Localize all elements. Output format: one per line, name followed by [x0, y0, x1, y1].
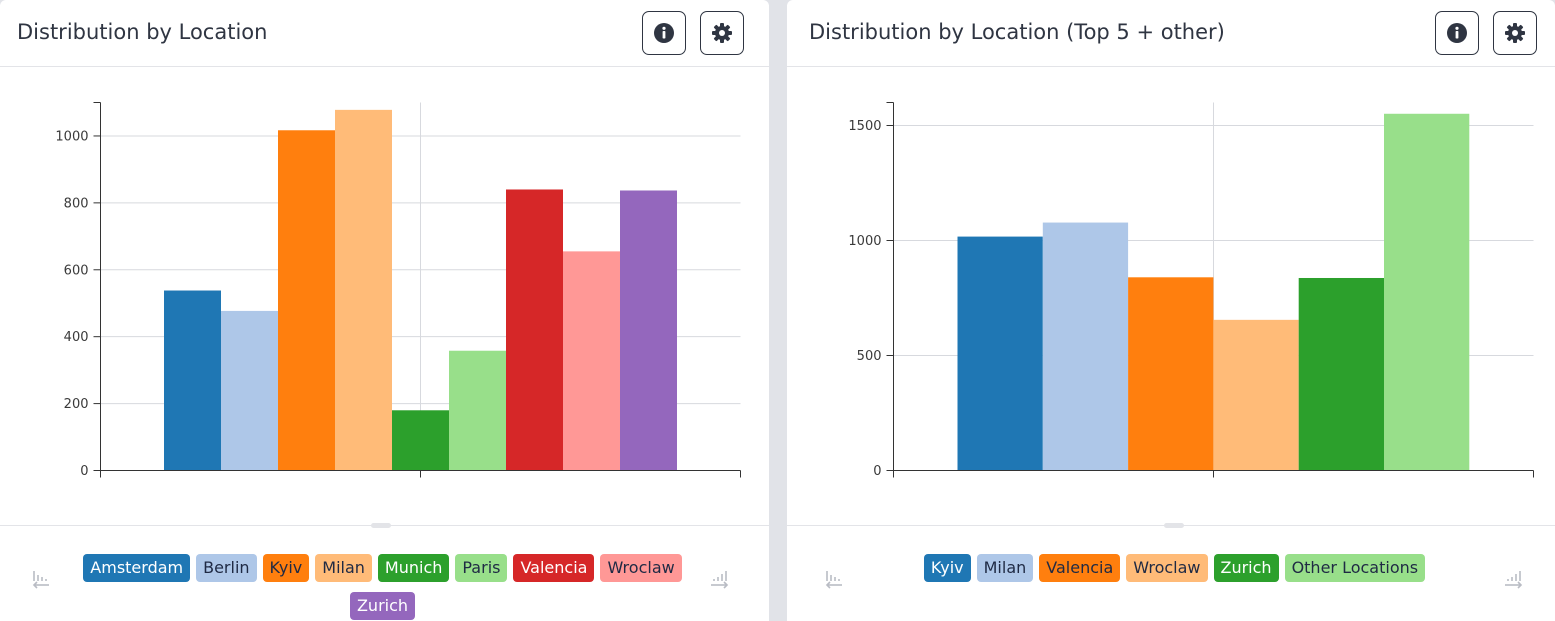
legend-item[interactable]: Zurich	[349, 592, 416, 620]
bar[interactable]	[1042, 222, 1129, 471]
resize-handle[interactable]	[1164, 523, 1184, 528]
chart-card-distribution-by-location: Distribution by Location	[0, 0, 769, 621]
legend-item[interactable]: Valencia	[1039, 554, 1121, 582]
chart-title: Distribution by Location (Top 5 + other)	[809, 20, 1225, 44]
legend-item[interactable]: Wroclaw	[600, 554, 682, 582]
y-tick-label: 800	[64, 196, 89, 211]
y-tick-label: 1500	[848, 119, 881, 134]
legend-item[interactable]: Amsterdam	[83, 554, 191, 582]
bar[interactable]	[506, 189, 563, 471]
chart-card-top5-distribution: Distribution by Location (Top 5 + other)	[787, 0, 1555, 621]
legend-scroll-left-button[interactable]	[824, 566, 846, 590]
bar[interactable]	[392, 410, 449, 471]
y-tick-label: 1000	[848, 234, 881, 249]
legend-scroll-left-icon	[825, 571, 842, 589]
bar[interactable]	[1213, 319, 1299, 471]
legend-area: Kyiv Milan Valencia Wroclaw Zurich Other Loca…	[787, 523, 1555, 621]
info-button[interactable]	[642, 11, 686, 55]
resize-handle[interactable]	[371, 523, 391, 528]
legend-item[interactable]: Paris	[455, 554, 508, 582]
info-button[interactable]	[1435, 11, 1479, 55]
legend-item[interactable]: Other Locations	[1284, 554, 1426, 582]
bar[interactable]	[1298, 277, 1384, 471]
card-header: Distribution by Location	[0, 0, 769, 67]
legend-item[interactable]: Milan	[976, 554, 1034, 582]
bar[interactable]	[164, 290, 221, 471]
y-tick-label: 1000	[55, 129, 88, 144]
bar[interactable]	[221, 310, 278, 471]
bar[interactable]	[1128, 277, 1214, 471]
legend-scroll-right-icon	[711, 571, 729, 589]
legend-area: Amsterdam Berlin Kyiv Milan Munich Paris Valen…	[0, 523, 769, 621]
bar[interactable]	[957, 236, 1043, 471]
settings-button[interactable]	[700, 11, 744, 55]
legend-item[interactable]: Milan	[315, 554, 372, 582]
legend-item[interactable]: Kyiv	[923, 554, 971, 582]
legend-scroll-left-button[interactable]	[31, 566, 53, 590]
y-tick-label: 0	[873, 464, 881, 479]
y-tick-label: 600	[64, 263, 89, 278]
bar[interactable]	[278, 130, 335, 471]
bar[interactable]	[335, 109, 392, 471]
legend-item[interactable]: Zurich	[1213, 554, 1279, 582]
bar[interactable]	[449, 350, 506, 471]
y-tick-label: 500	[857, 349, 882, 364]
chart-title: Distribution by Location	[17, 20, 268, 44]
settings-button[interactable]	[1493, 11, 1537, 55]
bar[interactable]	[620, 190, 677, 471]
legend-scroll-left-icon	[32, 571, 49, 589]
info-icon	[1447, 23, 1467, 43]
y-tick-label: 0	[80, 464, 88, 479]
gear-icon	[712, 23, 732, 43]
gear-icon	[1505, 23, 1525, 43]
legend-scroll-right-icon	[1505, 571, 1523, 589]
y-tick-label: 200	[64, 397, 89, 412]
legend-item[interactable]: Berlin	[196, 554, 257, 582]
legend-scroll-right-button[interactable]	[709, 566, 731, 590]
card-header: Distribution by Location (Top 5 + other)	[787, 0, 1555, 67]
bar-chart-plot: 0 200 400 600 800 1000	[55, 102, 741, 479]
y-tick-label: 400	[64, 330, 89, 345]
legend-item[interactable]: Munich	[377, 554, 450, 582]
bar-chart-plot: 0 500 1000 1500	[848, 102, 1534, 479]
bar[interactable]	[1384, 113, 1470, 471]
legend-item[interactable]: Kyiv	[262, 554, 310, 582]
bar[interactable]	[563, 251, 620, 471]
info-icon	[654, 23, 674, 43]
legend-item[interactable]: Valencia	[513, 554, 595, 582]
legend: Kyiv Milan Valencia Wroclaw Zurich Other Loca…	[877, 554, 1472, 582]
legend-scroll-right-button[interactable]	[1503, 566, 1525, 590]
legend: Amsterdam Berlin Kyiv Milan Munich Paris Valen…	[70, 554, 695, 620]
legend-item[interactable]: Wroclaw	[1126, 554, 1208, 582]
